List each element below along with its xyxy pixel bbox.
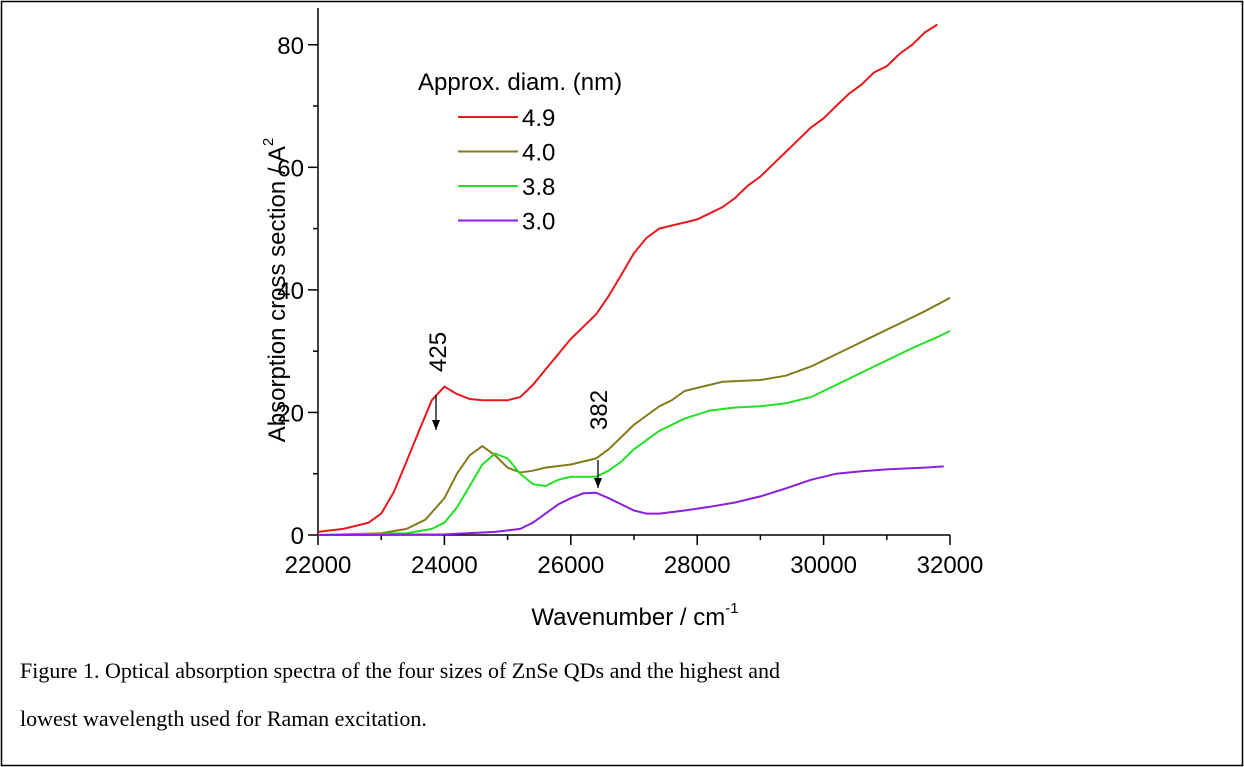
series-line bbox=[317, 23, 938, 533]
legend-label: 3.8 bbox=[522, 174, 555, 201]
legend-label: 3.0 bbox=[522, 209, 555, 236]
y-axis-title-text: Absorption cross section / A bbox=[264, 146, 291, 442]
caption-line: Figure 1. Optical absorption spectra of … bbox=[20, 658, 780, 683]
series-line bbox=[317, 330, 951, 536]
x-tick-label: 32000 bbox=[917, 552, 984, 579]
y-tick-label: 0 bbox=[291, 523, 304, 550]
annotation: 425 bbox=[425, 332, 452, 372]
annotation: 382 bbox=[586, 390, 613, 430]
series-line bbox=[317, 465, 944, 536]
x-axis-title: Wavenumber / cm-1 bbox=[531, 600, 738, 631]
x-tick-label: 30000 bbox=[790, 552, 857, 579]
annotation-arrowhead bbox=[432, 420, 440, 430]
y-tick-label: 20 bbox=[277, 400, 304, 427]
y-axis-title: Absorption cross section / A2 bbox=[260, 138, 291, 443]
x-tick-label: 26000 bbox=[537, 552, 604, 579]
series-line bbox=[317, 297, 951, 536]
x-axis-title-text: Wavenumber / cm bbox=[531, 604, 725, 631]
y-tick-label: 40 bbox=[277, 278, 304, 305]
caption-line: lowest wavelength used for Raman excitat… bbox=[20, 706, 427, 731]
x-tick-label: 24000 bbox=[411, 552, 478, 579]
y-tick-label: 60 bbox=[277, 155, 304, 182]
x-tick-label: 28000 bbox=[664, 552, 731, 579]
legend-title: Approx. diam. (nm) bbox=[418, 69, 622, 96]
y-tick-label: 80 bbox=[277, 33, 304, 60]
legend-label: 4.0 bbox=[522, 140, 555, 167]
x-axis-title-sup: -1 bbox=[725, 600, 738, 617]
y-axis-title-sup: 2 bbox=[260, 138, 277, 146]
annotation-arrowhead bbox=[594, 478, 602, 488]
legend-label: 4.9 bbox=[522, 105, 555, 132]
x-tick-label: 22000 bbox=[285, 552, 352, 579]
